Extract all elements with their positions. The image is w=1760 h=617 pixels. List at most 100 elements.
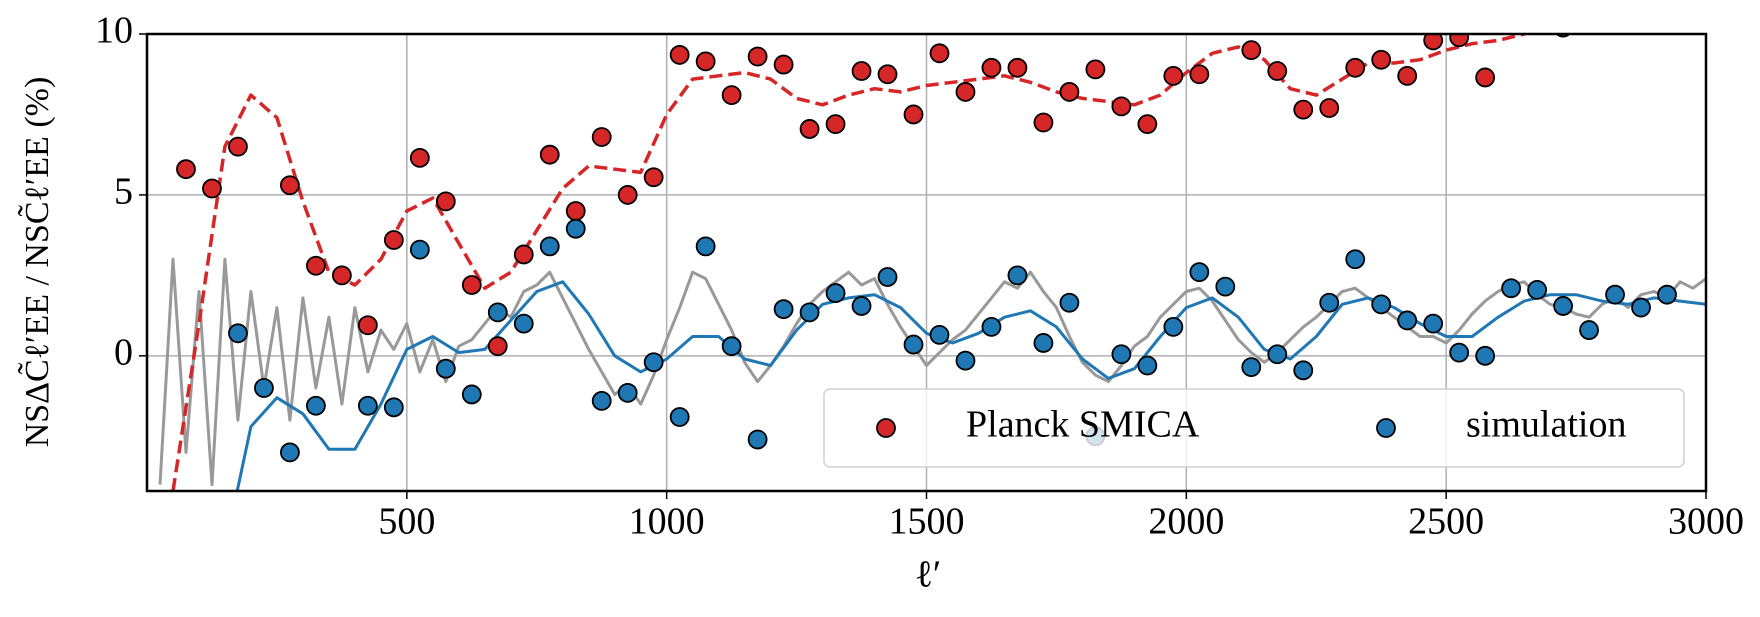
- data-point: [1319, 292, 1340, 313]
- data-point: [1189, 262, 1210, 283]
- legend-marker: [876, 418, 896, 438]
- data-point: [1163, 65, 1184, 86]
- data-point: [539, 144, 560, 165]
- data-point: [695, 51, 716, 72]
- data-point: [1319, 98, 1340, 118]
- data-point: [669, 407, 690, 427]
- data-point: [1033, 112, 1054, 133]
- data-point: [1007, 265, 1028, 286]
- data-point: [643, 352, 664, 373]
- x-tick-label: 1500: [889, 501, 965, 543]
- data-point: [1579, 320, 1599, 340]
- data-point: [1267, 61, 1288, 81]
- data-point: [409, 239, 430, 260]
- data-point: [461, 384, 482, 405]
- x-axis-label: ℓ′: [915, 554, 942, 596]
- data-point: [799, 302, 820, 323]
- data-point: [747, 46, 768, 67]
- data-point: [1033, 333, 1054, 353]
- data-point: [1553, 296, 1573, 316]
- data-point: [617, 185, 638, 205]
- data-point: [383, 230, 404, 250]
- data-point: [669, 45, 690, 65]
- data-point: [1345, 249, 1366, 270]
- data-point: [1293, 99, 1314, 120]
- data-point: [1059, 292, 1080, 313]
- data-point: [617, 382, 638, 403]
- data-point: [721, 336, 742, 357]
- data-point: [1475, 345, 1496, 366]
- plot-area: [158, 34, 1706, 491]
- data-point: [1631, 297, 1651, 318]
- curve: [235, 280, 1706, 491]
- data-point: [851, 61, 872, 81]
- legend-label: Planck SMICA: [966, 404, 1200, 446]
- data-point: [903, 334, 924, 355]
- data-point: [929, 43, 950, 64]
- data-point: [1163, 316, 1184, 337]
- data-point: [1137, 114, 1158, 135]
- data-point: [1449, 342, 1470, 363]
- data-point: [1449, 34, 1470, 48]
- data-point: [1007, 57, 1028, 78]
- data-point: [565, 218, 586, 239]
- data-point: [357, 395, 378, 416]
- data-point: [1657, 284, 1677, 305]
- data-point: [357, 315, 378, 336]
- data-point: [1241, 40, 1262, 60]
- data-point: [955, 350, 976, 371]
- data-point: [903, 104, 924, 125]
- data-point: [331, 265, 352, 286]
- data-point: [1371, 49, 1392, 70]
- data-point: [877, 64, 898, 85]
- data-point: [1111, 96, 1132, 117]
- data-point: [383, 397, 404, 418]
- data-point: [1397, 65, 1418, 86]
- data-point: [1605, 284, 1625, 305]
- data-point: [929, 325, 950, 345]
- data-point: [565, 201, 586, 221]
- data-point: [773, 54, 794, 75]
- legend-marker: [1376, 418, 1396, 438]
- data-point: [1189, 64, 1210, 85]
- data-point: [305, 255, 326, 276]
- data-point: [280, 175, 300, 196]
- x-tick-label: 3000: [1668, 501, 1744, 543]
- data-point: [1111, 344, 1132, 365]
- data-point: [747, 429, 768, 450]
- data-point: [487, 302, 508, 323]
- data-point: [955, 82, 976, 102]
- y-tick-label: 5: [114, 171, 133, 213]
- data-point: [877, 267, 898, 287]
- data-point: [202, 178, 222, 199]
- data-point: [695, 236, 716, 257]
- data-point: [435, 358, 456, 379]
- axes-frame: [145, 32, 1708, 493]
- data-point: [1137, 355, 1158, 376]
- data-point: [1059, 82, 1080, 102]
- data-point: [1085, 59, 1106, 80]
- data-point: [1371, 294, 1392, 315]
- data-point: [721, 85, 742, 106]
- data-point: [228, 323, 248, 344]
- legend: Planck SMICA simulation: [823, 388, 1685, 468]
- data-point: [591, 390, 612, 411]
- data-point: [461, 275, 482, 295]
- y-tick-label: 10: [95, 10, 133, 52]
- x-tick-label: 500: [378, 501, 435, 543]
- data-point: [409, 148, 430, 168]
- x-tick-label: 2500: [1408, 501, 1484, 543]
- data-point: [1423, 313, 1444, 334]
- data-point: [773, 299, 794, 320]
- data-point: [1345, 57, 1366, 78]
- data-point: [513, 313, 534, 334]
- data-point: [981, 57, 1002, 78]
- x-tick-label: 1000: [629, 501, 705, 543]
- data-point: [643, 167, 664, 188]
- data-point: [513, 244, 534, 265]
- x-tick-label: 2000: [1148, 501, 1224, 543]
- data-point: [1397, 310, 1418, 331]
- data-point: [1527, 279, 1548, 300]
- data-point: [1501, 278, 1522, 299]
